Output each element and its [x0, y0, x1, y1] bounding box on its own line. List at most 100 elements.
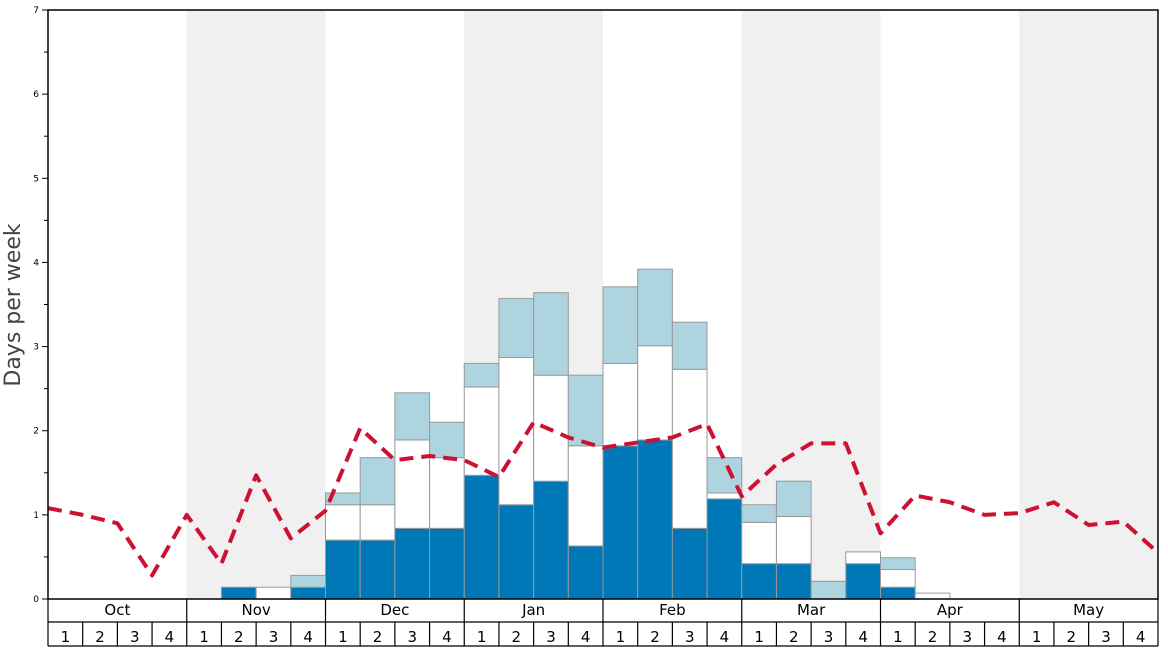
- week-label-feb-1: 1: [616, 628, 626, 646]
- bar-week-19-segment-1: [671, 527, 708, 600]
- week-label-may-2: 2: [1067, 628, 1077, 646]
- week-label-jan-2: 2: [512, 628, 522, 646]
- month-label-jan: Jan: [521, 601, 545, 619]
- bar-week-15-segment-1: [533, 480, 569, 600]
- week-label-apr-4: 4: [997, 628, 1007, 646]
- bar-week-6-segment-1: [220, 586, 257, 600]
- bar-week-8-segment-1: [290, 586, 326, 600]
- bar-week-13-segment-1: [463, 474, 500, 600]
- week-label-apr-3: 3: [962, 628, 972, 646]
- bar-week-19-segment-3: [671, 321, 708, 370]
- bar-week-17-segment-2: [602, 362, 639, 447]
- week-label-mar-3: 3: [824, 628, 834, 646]
- bar-week-26-segment-2: [914, 592, 951, 600]
- average-dashed-line: [47, 420, 1160, 578]
- week-label-jan-1: 1: [477, 628, 487, 646]
- week-label-dec-1: 1: [338, 628, 348, 646]
- bar-week-18-segment-3: [637, 268, 673, 347]
- bar-week-13-segment-2: [463, 386, 500, 476]
- bar-week-9-segment-2: [325, 504, 361, 541]
- bar-week-14-segment-3: [498, 298, 535, 359]
- month-label-apr: Apr: [937, 601, 964, 619]
- week-label-feb-4: 4: [720, 628, 730, 646]
- bar-week-25-segment-1: [880, 586, 916, 600]
- bar-week-12-segment-2: [429, 457, 465, 529]
- bar-week-16-segment-2: [567, 445, 604, 547]
- week-label-dec-4: 4: [442, 628, 452, 646]
- bar-week-25-segment-2: [880, 569, 916, 588]
- bar-week-22-segment-2: [775, 516, 812, 565]
- y-tick-label-5: 5: [33, 174, 39, 184]
- average-line-group: [47, 420, 1160, 578]
- bar-week-8-segment-3: [290, 574, 326, 588]
- week-label-feb-3: 3: [685, 628, 695, 646]
- month-label-feb: Feb: [659, 601, 686, 619]
- y-tick-label-4: 4: [33, 258, 39, 268]
- bar-week-10-segment-2: [359, 504, 396, 541]
- week-label-nov-4: 4: [303, 628, 313, 646]
- week-label-dec-3: 3: [407, 628, 417, 646]
- week-label-nov-3: 3: [269, 628, 279, 646]
- bar-week-21-segment-3: [741, 504, 777, 523]
- bar-week-11-segment-1: [394, 527, 431, 600]
- bar-week-17-segment-3: [602, 286, 639, 364]
- month-band-nov: [186, 10, 326, 599]
- y-tick-label-3: 3: [33, 343, 39, 353]
- week-label-mar-4: 4: [858, 628, 868, 646]
- bar-week-22-segment-1: [775, 563, 812, 600]
- bar-week-10-segment-1: [359, 539, 396, 600]
- bar-week-11-segment-3: [394, 392, 431, 441]
- bar-week-24-segment-1: [845, 563, 881, 600]
- bar-week-24-segment-2: [845, 551, 881, 565]
- y-tick-label-6: 6: [33, 90, 39, 100]
- bar-week-21-segment-2: [741, 521, 777, 565]
- bar-week-12-segment-3: [429, 421, 465, 459]
- week-label-may-3: 3: [1101, 628, 1111, 646]
- y-tick-label-2: 2: [33, 427, 39, 437]
- bar-week-16-segment-3: [567, 374, 604, 447]
- x-axis-months-weeks: Oct 1 2 3 4 Nov 1 2 3 4 Dec 1 2 3 4 Jan 1 2 3 4 Feb 1 2 3 4 Mar 1 2…: [47, 599, 1159, 647]
- month-band-may: [1019, 10, 1158, 599]
- bar-week-7-segment-2: [255, 586, 292, 600]
- bar-week-25-segment-3: [880, 557, 916, 571]
- week-label-nov-2: 2: [234, 628, 244, 646]
- week-label-oct-1: 1: [61, 628, 71, 646]
- bar-week-13-segment-3: [463, 362, 500, 388]
- week-label-apr-1: 1: [893, 628, 903, 646]
- week-label-oct-4: 4: [165, 628, 175, 646]
- month-label-may: May: [1073, 601, 1104, 619]
- bar-week-22-segment-3: [775, 480, 812, 518]
- bar-week-18-segment-2: [637, 345, 673, 441]
- week-label-mar-2: 2: [789, 628, 799, 646]
- bar-week-11-segment-2: [394, 439, 431, 529]
- bar-week-23-segment-3: [810, 580, 847, 600]
- week-label-nov-1: 1: [199, 628, 209, 646]
- bar-week-18-segment-1: [637, 439, 673, 600]
- month-label-nov: Nov: [241, 601, 270, 619]
- bar-week-21-segment-1: [741, 563, 777, 600]
- week-label-oct-3: 3: [130, 628, 140, 646]
- y-tick-label-1: 1: [33, 511, 39, 521]
- week-label-apr-2: 2: [928, 628, 938, 646]
- bar-week-14-segment-1: [498, 504, 535, 600]
- y-tick-label-0: 0: [33, 595, 39, 605]
- bar-week-9-segment-1: [325, 539, 361, 600]
- month-label-dec: Dec: [380, 601, 409, 619]
- week-label-jan-4: 4: [581, 628, 591, 646]
- y-axis-ticks: 0 1 2 3 4 5 6 7: [33, 6, 48, 605]
- bar-week-20-segment-2: [706, 492, 743, 500]
- bar-week-17-segment-1: [602, 445, 639, 600]
- bar-week-19-segment-2: [671, 368, 708, 529]
- month-label-oct: Oct: [104, 601, 130, 619]
- week-label-jan-3: 3: [546, 628, 556, 646]
- week-label-may-1: 1: [1032, 628, 1042, 646]
- week-label-feb-2: 2: [650, 628, 660, 646]
- bar-week-20-segment-1: [706, 498, 743, 600]
- week-label-may-4: 4: [1136, 628, 1146, 646]
- week-label-mar-1: 1: [754, 628, 764, 646]
- y-axis-label: Days per week: [1, 223, 26, 386]
- month-label-mar: Mar: [797, 601, 826, 619]
- bar-week-15-segment-3: [533, 292, 569, 376]
- bar-week-10-segment-3: [359, 457, 396, 506]
